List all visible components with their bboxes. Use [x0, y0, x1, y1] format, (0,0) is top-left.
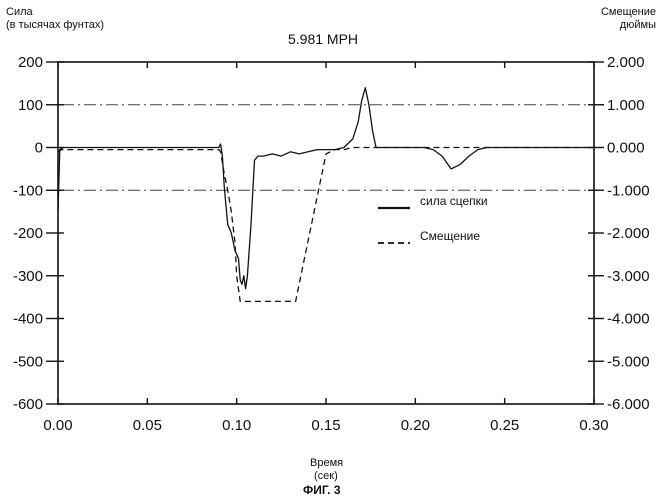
x-tick-label: 0.20 [401, 417, 430, 434]
y-right-tick-label: -3.000 [607, 268, 650, 285]
y-right-tick-label: 0.000 [607, 140, 645, 157]
y-right-tick-label: -2.000 [607, 225, 650, 242]
y-right-tick-label: 2.000 [607, 54, 645, 71]
x-tick-label: 0.25 [490, 417, 519, 434]
x-tick-label: 0.15 [311, 417, 340, 434]
legend-label-0: сила сцепки [420, 194, 488, 208]
legend-label-1: Смещение [420, 229, 480, 243]
series-line-displacement [58, 148, 594, 302]
y-left-tick-label: -100 [13, 182, 43, 199]
y-left-tick-label: 0 [35, 140, 43, 157]
y-left-tick-label: -600 [13, 396, 43, 413]
series-line-coupling-force [58, 88, 594, 289]
y-right-tick-label: -1.000 [607, 182, 650, 199]
x-tick-label: 0.30 [579, 417, 608, 434]
y-left-tick-label: -400 [13, 311, 43, 328]
y-left-tick-label: -500 [13, 353, 43, 370]
plot-frame [58, 62, 594, 404]
y-left-tick-label: 200 [18, 54, 43, 71]
y-left-tick-label: -300 [13, 268, 43, 285]
y-left-tick-label: -200 [13, 225, 43, 242]
x-tick-label: 0.10 [222, 417, 251, 434]
y-right-tick-label: -5.000 [607, 353, 650, 370]
y-left-tick-label: 100 [18, 97, 43, 114]
x-tick-label: 0.00 [43, 417, 72, 434]
x-tick-label: 0.05 [133, 417, 162, 434]
y-right-tick-label: -6.000 [607, 396, 650, 413]
y-right-tick-label: 1.000 [607, 97, 645, 114]
y-right-tick-label: -4.000 [607, 311, 650, 328]
